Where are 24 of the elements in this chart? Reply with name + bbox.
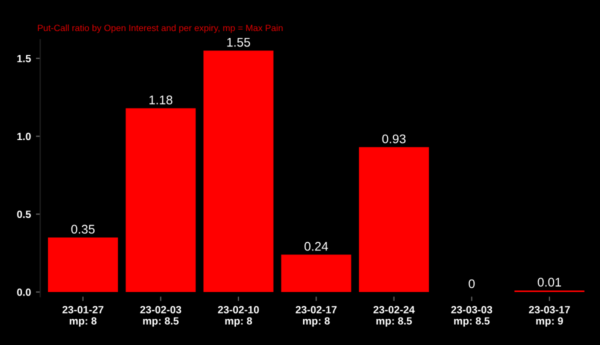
- y-tick-label: 0.5: [17, 210, 31, 218]
- data-label: 1.18: [149, 96, 172, 104]
- x-tick-label: 23-02-10 mp: 8: [218, 306, 259, 327]
- x-tick-label: 23-02-17 mp: 8: [296, 306, 337, 327]
- data-label: 0.93: [382, 134, 406, 144]
- data-label: 0.35: [71, 224, 95, 234]
- y-tick-label: 1.0: [17, 132, 31, 140]
- x-tick-label: 23-03-17 mp: 9: [528, 306, 570, 327]
- bar: [358, 147, 429, 292]
- bar: [203, 50, 274, 292]
- data-label: 0.24: [304, 242, 328, 251]
- bar: [281, 254, 352, 292]
- x-tick-label: 23-02-03 mp: 8.5: [140, 306, 182, 327]
- x-tick-label: 23-02-24 mp: 8.5: [373, 306, 415, 327]
- data-label: 0: [468, 279, 475, 288]
- x-tick-label: 23-01-27 mp: 8: [62, 306, 104, 327]
- chart-subtitle: Put-Call ratio by Open Interest and per expiry, mp = Max Pain: [38, 24, 283, 33]
- data-label: 0.01: [538, 278, 561, 287]
- data-label: 1.55: [227, 38, 250, 47]
- y-tick-label: 0.0: [17, 288, 31, 296]
- bar: [48, 238, 118, 292]
- y-tick-label: 1.5: [17, 54, 31, 62]
- x-tick-label: 23-03-03 mp: 8.5: [451, 306, 492, 327]
- bar: [126, 108, 196, 292]
